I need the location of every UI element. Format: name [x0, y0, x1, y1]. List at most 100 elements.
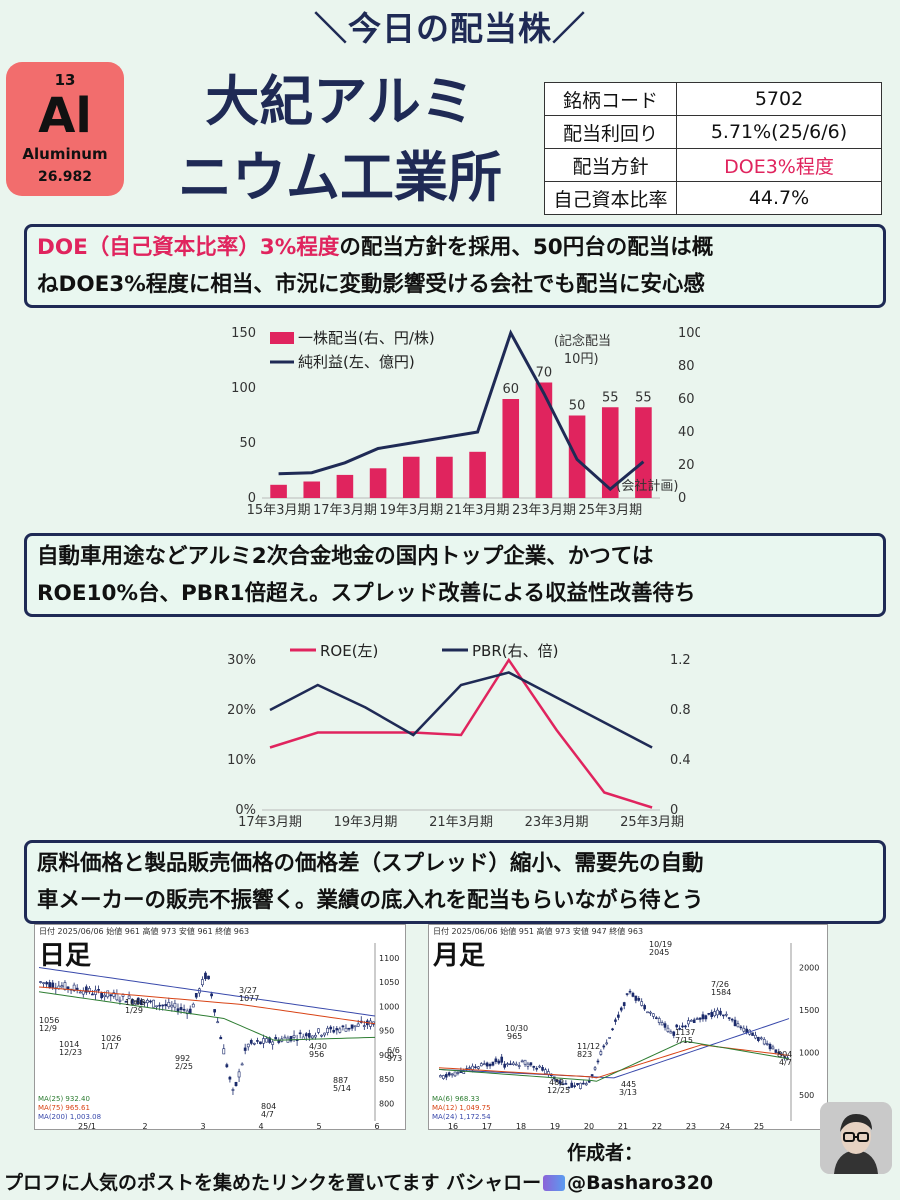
price-tick-label: 950: [379, 1027, 394, 1036]
atomic-number: 13: [54, 71, 76, 89]
candle-body: [564, 1083, 568, 1085]
ticker-code-value: 5702: [676, 82, 882, 116]
price-annotation: 5/14: [333, 1084, 351, 1093]
candle-body: [512, 1062, 515, 1065]
price-tick-label: 2000: [799, 964, 819, 973]
company-name-line1: 大紀アルミ: [205, 70, 475, 133]
candle-body: [532, 1065, 536, 1068]
candle-body: [605, 1042, 609, 1045]
price-annotation: 1137: [675, 1028, 695, 1037]
x-tick-label: 17年3月期: [313, 503, 377, 518]
price-annotation: 3/27: [239, 986, 257, 995]
candle-body: [751, 1032, 754, 1036]
candle-body: [485, 1062, 489, 1067]
candle-body: [599, 1051, 603, 1055]
y-tick-right-label: 100: [678, 326, 700, 341]
x-tick-label: 25年3月期: [578, 503, 642, 518]
x-tick-label: 15年3月期: [247, 503, 311, 518]
price-annotation: 11/12: [577, 1042, 600, 1051]
candle-body: [692, 1019, 696, 1024]
date-tick-label: 19: [550, 1122, 560, 1130]
footer-text: プロフに人気のポストを集めたリンクを置いてます バシャロー @Basharo320: [4, 1168, 713, 1195]
moving-average-line: [38, 991, 376, 1041]
y-tick-left-label: 50: [239, 436, 256, 451]
candle-body: [558, 1080, 562, 1084]
price-annotation: 887: [333, 1076, 348, 1085]
x-tick-label: 23年3月期: [512, 503, 576, 518]
price-annotation: 804: [261, 1102, 276, 1111]
candle-body: [652, 1013, 655, 1017]
candle-body: [75, 987, 79, 991]
candle-body: [329, 1026, 333, 1030]
author-avatar[interactable]: [820, 1102, 892, 1174]
candle-body: [444, 1074, 448, 1078]
candle-body: [48, 982, 52, 988]
note-line: DOE（自己資本比率）3%程度の配当方針を採用、50円台の配当は概: [37, 229, 873, 266]
ma-label: MA(12) 1,049.75: [432, 1104, 491, 1112]
monthly-candlestick-chart[interactable]: 日付 2025/06/06 始値 951 高値 973 安値 947 終値 96…: [428, 924, 828, 1130]
dividend-bar: [601, 407, 619, 498]
monthly-chart-title: 月足: [433, 941, 486, 971]
candle-body: [136, 997, 140, 1005]
candle-body: [506, 1063, 509, 1066]
candle-body: [262, 1038, 265, 1044]
candle-body: [479, 1063, 483, 1067]
candle-body: [561, 1083, 565, 1086]
price-annotation: 445: [621, 1080, 636, 1089]
dividend-policy-label: 配当方針: [544, 148, 677, 182]
candle-body: [500, 1056, 504, 1063]
candle-body: [509, 1063, 512, 1066]
date-tick-label: 25: [754, 1122, 764, 1130]
candle-body: [210, 993, 213, 997]
candle-body: [774, 1049, 778, 1053]
candle-body: [643, 1005, 646, 1010]
price-annotation: 1014: [59, 1040, 79, 1049]
note-line: 車メーカーの販売不振響く。業績の底入れを配当もらいながら待とう: [37, 888, 704, 913]
candle-body: [237, 1071, 241, 1078]
business-note: 自動車用途などアルミ2次合金地金の国内トップ企業、かつては ROE10%台、PB…: [24, 533, 886, 617]
candle-body: [139, 999, 143, 1006]
candle-body: [491, 1061, 495, 1066]
candle-body: [164, 1004, 168, 1007]
candle-body: [243, 1047, 247, 1051]
date-tick-label: 24: [720, 1122, 730, 1130]
price-tick-label: 1000: [379, 1002, 399, 1011]
candle-body: [240, 1063, 244, 1066]
candle-body: [292, 1035, 296, 1038]
candle-body: [323, 1032, 326, 1036]
note-line: 自動車用途などアルミ2次合金地金の国内トップ企業、かつては: [37, 544, 654, 569]
dividend-yield-value: 5.71%(25/6/6): [676, 115, 882, 149]
candle-body: [608, 1037, 611, 1039]
date-tick-label: 5: [316, 1122, 321, 1130]
candle-body: [535, 1067, 539, 1070]
price-annotation: 482: [549, 1078, 564, 1087]
candle-body: [161, 1004, 165, 1007]
price-annotation: 10/19: [649, 940, 672, 949]
y-tick-left-label: 0: [248, 491, 256, 506]
bar-data-label: 50: [569, 399, 586, 414]
candle-body: [713, 1011, 716, 1017]
candle-body: [204, 972, 207, 980]
candle-body: [265, 1038, 268, 1043]
y-tick-right-label: 0: [670, 803, 678, 818]
candle-body: [335, 1028, 339, 1031]
author-handle[interactable]: @Basharo320: [567, 1172, 714, 1194]
y-tick-right-label: 0.4: [670, 753, 691, 768]
price-annotation: 2045: [649, 948, 669, 957]
candle-body: [447, 1072, 451, 1076]
candle-body: [631, 992, 635, 997]
price-tick-label: 1000: [799, 1048, 819, 1057]
table-row: 配当利回り 5.71%(25/6/6): [544, 115, 882, 149]
candle-body: [338, 1028, 342, 1033]
candle-body: [666, 1027, 670, 1032]
price-annotation: 4/7: [779, 1058, 792, 1067]
moving-average-line: [438, 1018, 790, 1079]
candle-body: [523, 1059, 527, 1065]
candle-body: [742, 1027, 746, 1032]
x-tick-label: 21年3月期: [429, 815, 493, 830]
price-annotation: 10/30: [505, 1024, 528, 1033]
candle-body: [689, 1020, 693, 1022]
daily-candlestick-chart[interactable]: 日付 2025/06/06 始値 961 高値 973 安値 961 終値 96…: [34, 924, 406, 1130]
candle-body: [182, 1008, 186, 1011]
moving-average-line: [38, 967, 376, 1017]
